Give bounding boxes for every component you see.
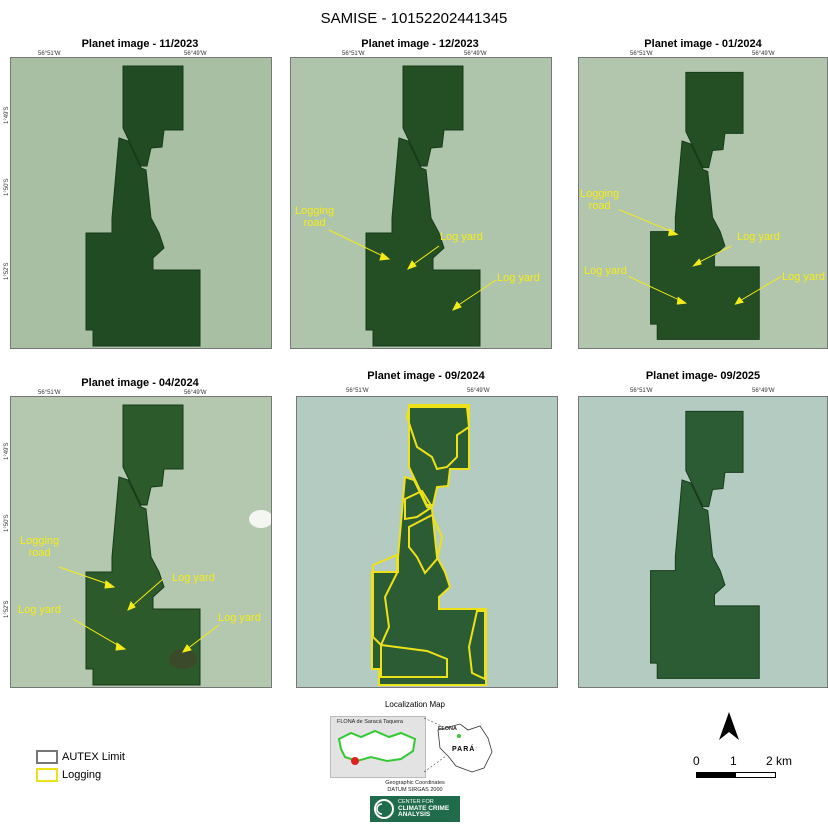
logo-line1: CENTER FOR [398,799,434,806]
scale-label-1: 1 [730,754,737,768]
locmap-lines [424,717,493,773]
panel-1-title: Planet image - 11/2023 [81,38,199,50]
panel-3-lon-left: 56°51'W [630,51,653,57]
panel-4-lon-left: 56°51'W [38,390,61,396]
panel-1-map [10,57,272,349]
panel-6-lon-left: 56°51'W [630,388,653,394]
locmap-inset: FLONA de Saracá Taquera [330,716,426,778]
panel-3-annotation-log-yard-1: Log yard [737,231,780,243]
panel-4-annotation-log-yard-2: Log yard [18,604,61,616]
scale-bar-filled-segment [697,773,736,777]
scale-bar [696,772,776,778]
panel-2-annotation-log-yard-1: Log yard [440,231,483,243]
cca-logo-icon [374,799,394,819]
panel-3-lon-right: 56°49'W [752,51,775,57]
panel-3-annotation-logging-road: Logging road [580,188,620,212]
legend-autex: AUTEX Limit [36,750,125,764]
scale-label-2: 2 km [766,754,793,768]
legend-logging-label: Logging [62,769,102,781]
panel-3-annotation-log-yard-3: Log yard [782,271,825,283]
panel-1-lon-right: 56°49'W [184,51,207,57]
panel-2-annotation-logging-road: Logging road [295,205,335,229]
coords-line2: DATUM SIRGAS 2000 [387,787,443,793]
coords-line1: Geographic Coordinates [385,780,445,786]
logo-line2: CLIMATE CRIME [398,804,450,812]
north-arrow-icon [719,712,739,740]
scale-label-0: 0 [693,754,700,768]
panel-4-title: Planet image - 04/2024 [81,377,199,389]
flona-short-label: FLONA [438,726,457,732]
panel-3-map [578,57,828,349]
panel-2-title: Planet image - 12/2023 [361,38,479,50]
panel-6-lon-right: 56°49'W [752,388,775,394]
panel-2-map [290,57,552,349]
panel-5-lon-left: 56°51'W [346,388,369,394]
logo-line3: ANALYSIS [398,811,431,819]
panel-4-annotation-log-yard-1: Log yard [172,572,215,584]
panel-2-annotation-log-yard-2: Log yard [497,272,540,284]
panel-4-annotation-log-yard-3: Log yard [218,612,261,624]
legend-logging: Logging [36,768,101,782]
panel-3-annotation-log-yard-2: Log yard [584,265,627,277]
panel-6-title: Planet image- 09/2025 [645,370,761,382]
autex-swatch [36,750,58,764]
panel-1-lon-left: 56°51'W [38,51,61,57]
panel-5-lon-right: 56°49'W [467,388,490,394]
state-label: PARÁ [452,746,476,753]
panel-4-lon-right: 56°49'W [184,390,207,396]
panel-2-lon-right: 56°49'W [464,51,487,57]
logging-swatch [36,768,58,782]
locmap-title: Localization Map [384,700,446,709]
panel-2-lon-left: 56°51'W [342,51,365,57]
legend-autex-label: AUTEX Limit [62,751,125,763]
main-title: SAMISE - 10152202441345 [320,10,508,27]
panel-5-map [296,396,558,688]
panel-4-map [10,396,272,688]
panel-5-title: Planet image - 09/2024 [367,370,485,382]
cca-logo: CENTER FOR CLIMATE CRIME ANALYSIS [370,796,460,822]
panel-3-title: Planet image - 01/2024 [644,38,762,50]
panel-6-map [578,396,828,688]
panel-4-annotation-logging-road: Logging road [20,535,60,559]
flona-label: FLONA de Saracá Taquera [337,719,403,725]
